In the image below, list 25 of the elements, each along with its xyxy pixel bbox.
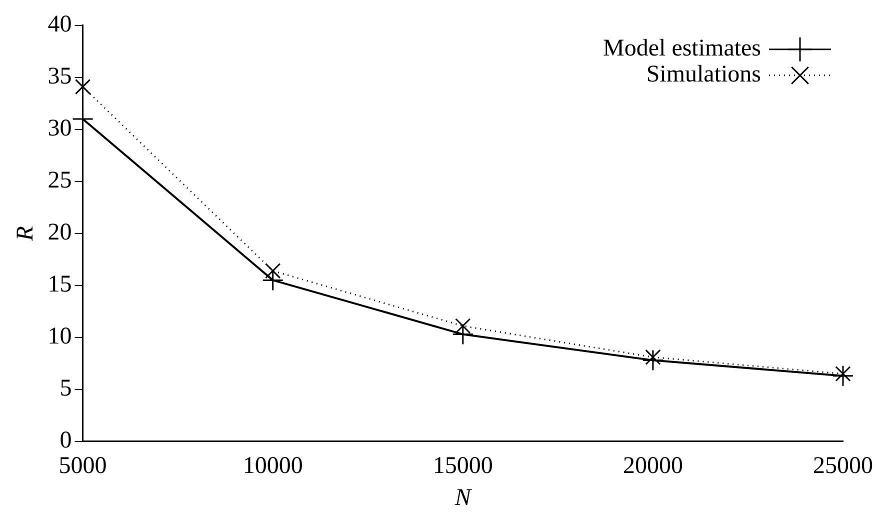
legend-label: Simulations <box>646 62 761 88</box>
x-tick-label: 15000 <box>432 453 493 480</box>
point <box>645 349 661 365</box>
x-tick-label: 20000 <box>622 453 683 480</box>
legend-label: Model estimates <box>603 36 761 62</box>
point <box>265 263 281 279</box>
point <box>832 365 854 387</box>
y-tick-label: 20 <box>48 220 72 246</box>
point <box>74 78 91 95</box>
y-tick-label: 40 <box>48 12 72 38</box>
y-tick-label: 25 <box>48 168 72 194</box>
point <box>835 366 851 382</box>
point <box>72 108 94 130</box>
y-tick-label: 10 <box>48 324 72 350</box>
y-tick-label: 5 <box>60 376 72 402</box>
x-tick-label: 5000 <box>58 453 107 480</box>
point <box>642 350 664 372</box>
x-tick-label: 25000 <box>813 453 873 480</box>
y-tick-label: 15 <box>48 272 72 298</box>
x-axis-title: N <box>454 484 473 511</box>
y-tick-label: 0 <box>60 428 72 454</box>
y-tick-label: 30 <box>48 116 72 142</box>
y-tick-label: 35 <box>48 64 72 90</box>
y-axis-title: R <box>12 226 39 242</box>
x-tick-label: 10000 <box>242 453 303 480</box>
